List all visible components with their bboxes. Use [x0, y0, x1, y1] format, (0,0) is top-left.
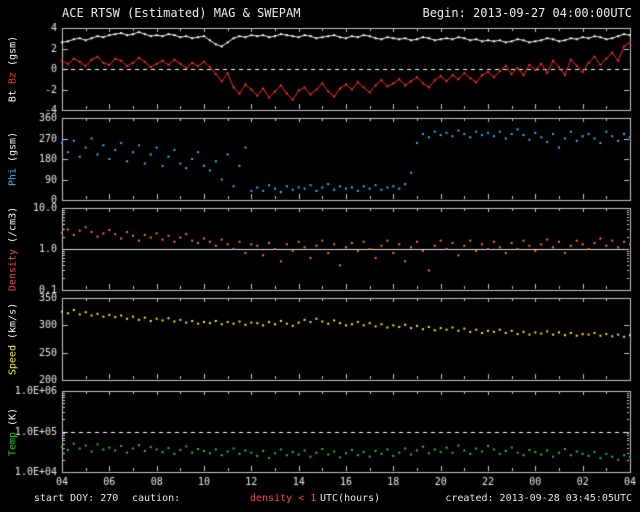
created-timestamp: created: 2013-09-28 03:45:05UTC: [445, 493, 632, 504]
caution-label: caution:: [132, 493, 181, 504]
y-axis-label-mag: Bt Bz (gsm): [7, 35, 19, 103]
y-axis-label-speed: Speed (km/s): [7, 302, 19, 376]
begin-timestamp: Begin: 2013-09-27 04:00:00UTC: [422, 6, 632, 20]
start-doy-label: start DOY: 270: [34, 493, 119, 504]
y-axis-label-density: Density (/cm3): [7, 206, 19, 292]
y-axis-label-phi: Phi (gsm): [7, 131, 19, 187]
caution-value: density < 1: [250, 493, 317, 504]
x-axis-label: UTC(hours): [320, 493, 381, 504]
plot-title: ACE RTSW (Estimated) MAG & SWEPAM: [62, 6, 301, 20]
y-axis-label-temp: Temp (K): [7, 407, 19, 456]
